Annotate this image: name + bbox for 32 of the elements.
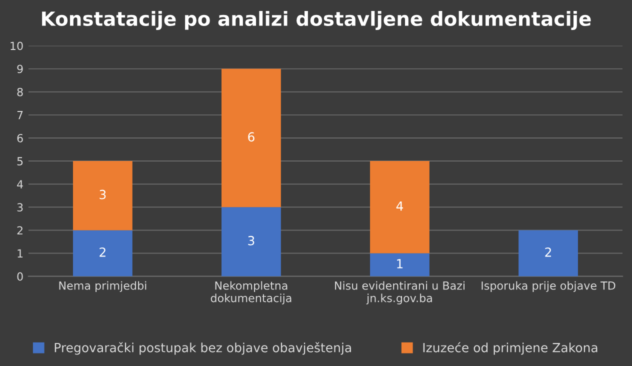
y-tick-label: 10 <box>10 42 23 50</box>
data-label: 3 <box>248 236 254 246</box>
legend-label: Pregovarački postupak bez objave obavještenja <box>54 342 351 355</box>
legend-label: Izuzeće od primjene Zakona <box>423 342 598 355</box>
y-tick-label: 0 <box>17 272 23 281</box>
y-tick-label: 4 <box>17 180 23 188</box>
y-tick-label: 1 <box>18 249 23 258</box>
bar <box>370 253 430 276</box>
bar <box>222 207 281 276</box>
bar <box>72 230 132 276</box>
bar <box>222 68 281 208</box>
data-label: 3 <box>100 190 106 200</box>
data-label: 2 <box>545 247 551 257</box>
data-label: 1 <box>397 259 403 268</box>
bar <box>518 230 578 276</box>
bar <box>72 161 132 230</box>
data-label: 2 <box>100 247 106 257</box>
bar <box>370 161 430 254</box>
y-tick-label: 2 <box>17 226 22 234</box>
x-tick-label: Nema primjedbi <box>59 281 146 292</box>
y-tick-label: 8 <box>17 88 23 96</box>
y-tick-label: 6 <box>17 134 23 142</box>
x-tick-label: Nekompletna dokumentacija <box>210 281 292 304</box>
x-tick-label: Nisu evidentirani u Bazi jn.ks.gov.ba <box>335 281 464 304</box>
data-label: 4 <box>396 201 404 211</box>
y-tick-label: 9 <box>17 64 23 74</box>
data-label: 6 <box>248 132 254 142</box>
chart-title: Konstatacije po analizi dostavljene dokumentacije <box>42 10 591 30</box>
y-tick-label: 7 <box>17 111 23 120</box>
x-tick-label: Isporuka prije objave TD <box>482 281 616 292</box>
y-tick-label: 3 <box>17 203 23 212</box>
y-tick-label: 5 <box>17 157 23 166</box>
